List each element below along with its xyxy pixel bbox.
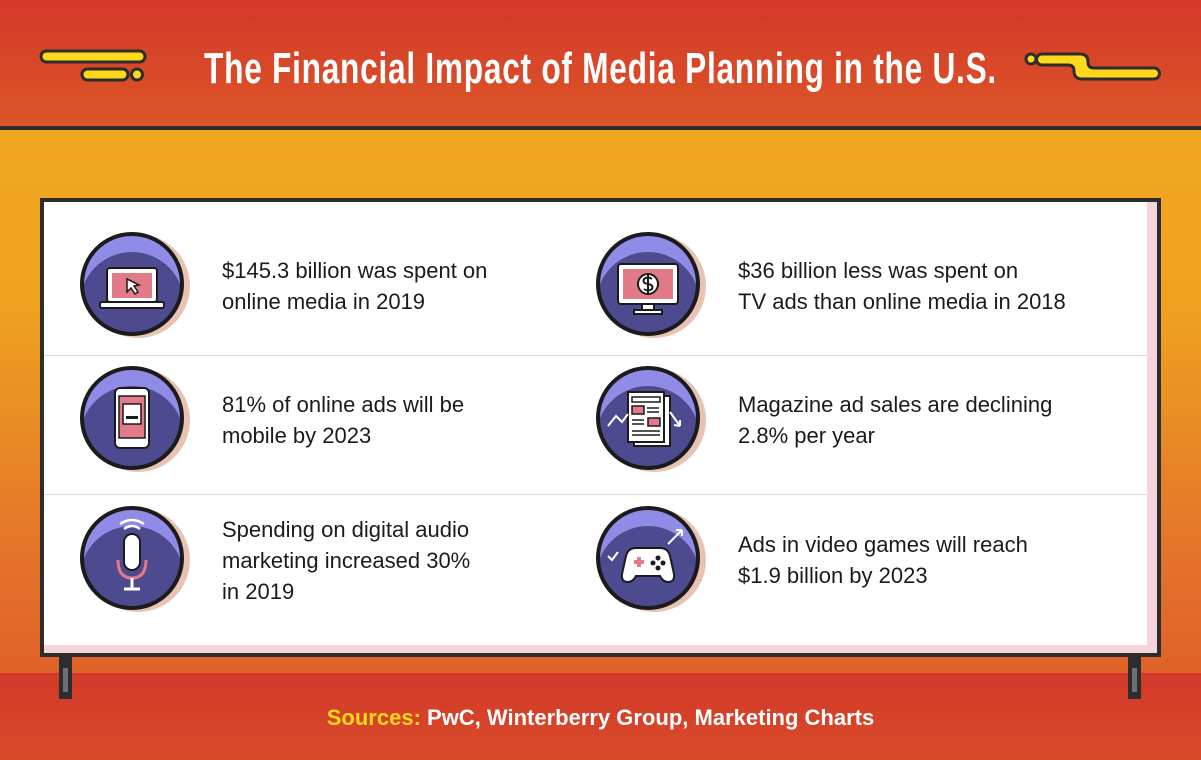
- speed-lines-right-icon: [1024, 52, 1161, 81]
- stat-text: $145.3 billion was spent on online media…: [222, 258, 488, 314]
- stat-text: Spending on digital audio marketing incr…: [222, 516, 471, 604]
- smartphone-icon: [80, 366, 190, 472]
- magazine-decline-icon: [596, 366, 706, 472]
- tv-dollar-icon: [596, 232, 706, 338]
- stat-online-media: $145.3 billion was spent on online media…: [80, 230, 487, 342]
- row-divider: [44, 494, 1147, 495]
- microphone-icon: [80, 506, 190, 612]
- game-controller-icon: [596, 506, 706, 612]
- row-divider: [44, 355, 1147, 356]
- tv-leg-left: [59, 654, 72, 699]
- stat-video-games: Ads in video games will reach $1.9 billi…: [596, 504, 1028, 616]
- footer-band: [0, 673, 1201, 760]
- sources-label: Sources:: [326, 705, 421, 730]
- speed-lines-left-icon: [39, 49, 147, 82]
- sources-text: PwC, Winterberry Group, Marketing Charts: [420, 705, 875, 730]
- tv-frame: [40, 198, 1161, 657]
- stat-mobile-ads: 81% of online ads will be mobile by 2023: [80, 364, 464, 476]
- stat-text: $36 billion less was spent on TV ads tha…: [738, 258, 1066, 314]
- stat-text: 81% of online ads will be mobile by 2023: [222, 392, 465, 448]
- tv-leg-right: [1128, 654, 1141, 699]
- stat-text: Ads in video games will reach $1.9 billi…: [738, 532, 1028, 588]
- stat-text: Magazine ad sales are declining 2.8% per…: [738, 392, 1053, 448]
- stat-magazine-sales: Magazine ad sales are declining 2.8% per…: [596, 364, 1052, 476]
- laptop-cursor-icon: [80, 232, 190, 338]
- stat-tv-ads: $36 billion less was spent on TV ads tha…: [596, 230, 1066, 342]
- page-title: The Financial Impact of Media Planning i…: [204, 44, 997, 93]
- stat-digital-audio: Spending on digital audio marketing incr…: [80, 504, 470, 616]
- tv-screen: [44, 202, 1147, 645]
- header-banner: The Financial Impact of Media Planning i…: [0, 0, 1201, 130]
- sources-line: Sources: PwC, Winterberry Group, Marketi…: [0, 705, 1201, 731]
